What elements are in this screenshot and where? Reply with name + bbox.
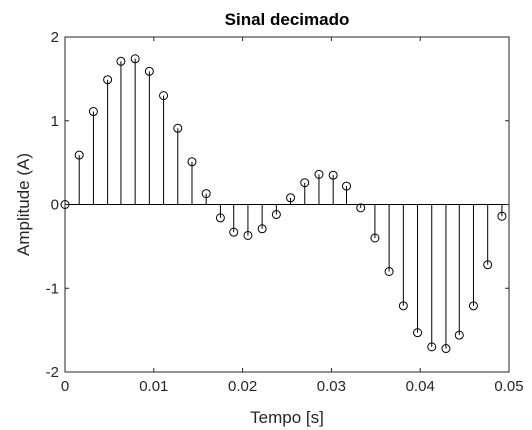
stem-marker [215, 213, 225, 223]
stem-marker [398, 301, 408, 311]
y-tick-label: 1 [51, 113, 59, 130]
stem-marker [286, 193, 296, 203]
stem-marker [468, 301, 478, 311]
y-axis-ticks: -2 -1 0 1 2 [46, 29, 509, 381]
stem-marker [427, 342, 437, 352]
stem-marker [74, 150, 84, 160]
stem-marker [130, 54, 140, 64]
stem-marker [173, 123, 183, 133]
x-tick-label: 0 [61, 378, 69, 395]
stem-marker [103, 75, 113, 85]
markers-layer [60, 54, 507, 354]
y-tick-label: -2 [46, 364, 59, 381]
stem-marker [441, 344, 451, 354]
stem-marker [116, 56, 126, 66]
chart-title: Sinal decimado [225, 10, 350, 29]
stem-marker [88, 107, 98, 117]
x-tick-label: 0.01 [139, 378, 168, 395]
stem-marker [144, 66, 154, 76]
stem-marker [356, 203, 366, 213]
x-tick-label: 0.03 [317, 378, 346, 395]
stems-layer [65, 58, 509, 349]
y-axis-label: Amplitude (A) [14, 153, 33, 256]
stem-marker [384, 267, 394, 276]
stem-marker [454, 330, 464, 340]
stem-marker [229, 227, 239, 237]
x-tick-label: 0.02 [228, 378, 257, 395]
stem-marker [159, 91, 169, 101]
stem-marker [370, 233, 380, 243]
stem-marker [483, 260, 493, 270]
stem-marker [271, 210, 281, 220]
x-tick-label: 0.05 [494, 378, 523, 395]
stem-marker [243, 230, 253, 240]
stem-marker [314, 169, 324, 179]
stem-marker [201, 189, 211, 199]
y-tick-label: -1 [46, 280, 59, 297]
stem-marker [300, 178, 310, 188]
stem-marker [341, 181, 351, 191]
stem-marker [413, 328, 423, 338]
x-tick-label: 0.04 [406, 378, 435, 395]
x-axis-label: Tempo [s] [250, 408, 324, 427]
stem-marker [187, 157, 197, 167]
stem-marker [257, 224, 267, 234]
y-tick-label: 2 [51, 29, 59, 46]
y-tick-label: 0 [51, 197, 59, 214]
x-axis-ticks: 0 0.01 0.02 0.03 0.04 0.05 [61, 37, 524, 395]
stem-marker [328, 170, 338, 180]
stem-marker [497, 211, 507, 221]
